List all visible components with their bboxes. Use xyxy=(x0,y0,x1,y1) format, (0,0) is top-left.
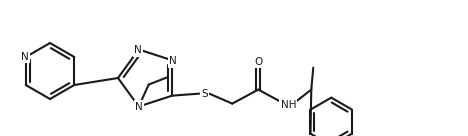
Text: N: N xyxy=(169,56,177,66)
Text: NH: NH xyxy=(280,100,296,110)
Text: N: N xyxy=(134,45,142,55)
Text: S: S xyxy=(201,89,208,99)
Text: N: N xyxy=(21,52,29,62)
Text: O: O xyxy=(254,57,263,67)
Text: N: N xyxy=(135,102,143,112)
